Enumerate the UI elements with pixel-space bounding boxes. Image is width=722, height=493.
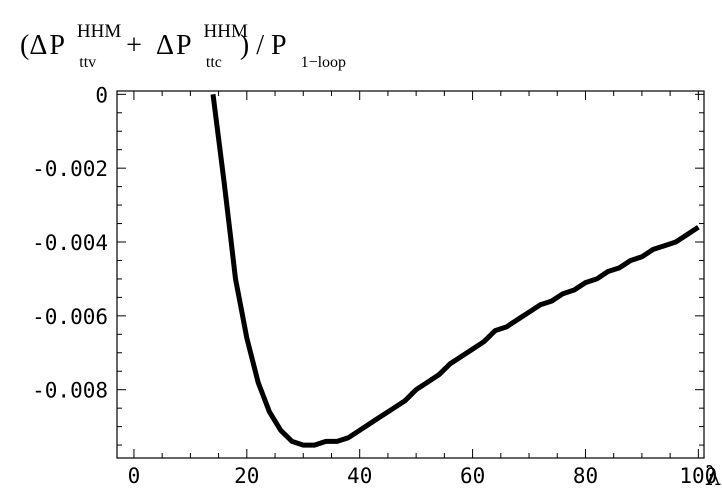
y-tick-label: -0.004 [32,231,108,255]
x-tick-label: 100 [679,464,717,488]
plot-frame [116,90,705,459]
y-tick-label: 0 [95,83,108,107]
y-tick-label: -0.008 [32,379,108,403]
title-p-2: P [176,30,192,61]
x-tick-label: 20 [234,464,259,488]
title-sub3: 1−loop [301,54,346,71]
title-delta: Δ [29,30,47,61]
title-sup2: HHM [204,21,248,42]
y-tick-label: -0.002 [32,157,108,181]
chart-title: (ΔP HHM ttv+ ΔP HHM ttc) / P1−loop [20,21,346,71]
title-sup1: HHM [77,21,121,42]
title-delta-2: Δ [156,30,174,61]
y-tick-label: -0.006 [32,305,108,329]
series-line [210,93,700,448]
x-axis-label: λ [705,462,721,492]
title-plus: + [126,30,142,61]
x-tick-label: 60 [460,464,485,488]
x-tick-label: 0 [128,464,141,488]
title-close: ) / P [240,30,287,61]
title-p: P [49,30,65,61]
x-tick-label: 40 [347,464,372,488]
title-sub2: ttc [206,54,222,71]
x-tick-label: 80 [573,464,598,488]
title-open: ( [20,30,29,61]
title-sub1: ttv [79,54,96,71]
